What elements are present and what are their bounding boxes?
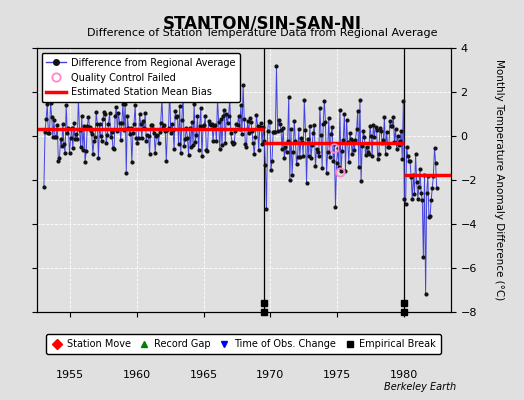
Legend: Station Move, Record Gap, Time of Obs. Change, Empirical Break: Station Move, Record Gap, Time of Obs. C… xyxy=(47,334,441,354)
Text: STANTON/SIN-SAN-NI: STANTON/SIN-SAN-NI xyxy=(162,14,362,32)
Legend: Difference from Regional Average, Quality Control Failed, Estimated Station Mean: Difference from Regional Average, Qualit… xyxy=(41,53,240,102)
Text: Difference of Station Temperature Data from Regional Average: Difference of Station Temperature Data f… xyxy=(87,28,437,38)
Text: Berkeley Earth: Berkeley Earth xyxy=(384,382,456,392)
Y-axis label: Monthly Temperature Anomaly Difference (°C): Monthly Temperature Anomaly Difference (… xyxy=(494,59,504,301)
